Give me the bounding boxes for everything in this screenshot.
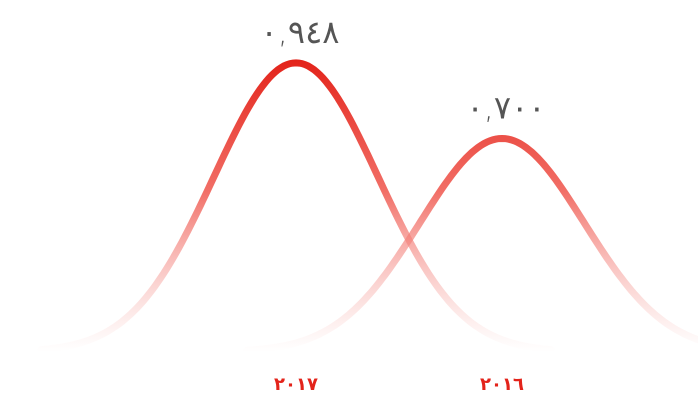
- year-label-2016: ٢٠١٦: [480, 374, 524, 395]
- curve-2017: [37, 59, 555, 354]
- value-label-2017: ٠,٩٤٨: [261, 13, 340, 51]
- value-label-2016: ٠,٧٠٠: [467, 89, 546, 127]
- year-label-2017: ٢٠١٧: [274, 374, 318, 395]
- curve-2016: [243, 134, 698, 354]
